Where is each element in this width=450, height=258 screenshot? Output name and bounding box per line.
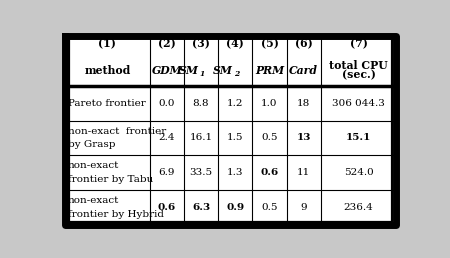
Text: (2): (2) — [158, 38, 176, 49]
Text: total CPU: total CPU — [329, 60, 388, 71]
Text: 0.5: 0.5 — [261, 203, 278, 212]
Text: 16.1: 16.1 — [189, 133, 212, 142]
Text: Card: Card — [289, 66, 318, 76]
Text: 1: 1 — [200, 70, 205, 78]
Text: frontier by Tabu: frontier by Tabu — [68, 175, 153, 184]
Text: non-exact  frontier: non-exact frontier — [68, 126, 166, 135]
Text: 0.6: 0.6 — [261, 168, 279, 177]
Text: 6.3: 6.3 — [192, 203, 210, 212]
Text: (sec.): (sec.) — [342, 69, 375, 80]
Text: (7): (7) — [350, 38, 368, 49]
Text: SM: SM — [213, 66, 233, 76]
Text: 0.6: 0.6 — [158, 203, 176, 212]
Text: 15.1: 15.1 — [346, 133, 371, 142]
Text: 306 044.3: 306 044.3 — [332, 99, 385, 108]
Text: 0.0: 0.0 — [158, 99, 175, 108]
Text: (6): (6) — [295, 38, 313, 49]
Text: 6.9: 6.9 — [158, 168, 175, 177]
Text: 9: 9 — [301, 203, 307, 212]
Text: non-exact: non-exact — [68, 196, 119, 205]
Text: GDM: GDM — [152, 66, 182, 76]
Text: frontier by Hybrid: frontier by Hybrid — [68, 210, 164, 219]
Text: non-exact: non-exact — [68, 161, 119, 170]
Text: 2.4: 2.4 — [158, 133, 175, 142]
Text: 1.3: 1.3 — [227, 168, 243, 177]
Text: Pareto frontier: Pareto frontier — [68, 99, 145, 108]
Text: 1.2: 1.2 — [227, 99, 243, 108]
Text: (5): (5) — [261, 38, 279, 49]
Text: 524.0: 524.0 — [344, 168, 374, 177]
Text: 11: 11 — [297, 168, 310, 177]
Text: 2: 2 — [234, 70, 239, 78]
Text: (1): (1) — [99, 38, 116, 49]
Text: 8.8: 8.8 — [193, 99, 209, 108]
Text: 0.9: 0.9 — [226, 203, 244, 212]
Text: 0.5: 0.5 — [261, 133, 278, 142]
Text: 1.0: 1.0 — [261, 99, 278, 108]
Text: (4): (4) — [226, 38, 244, 49]
Text: 236.4: 236.4 — [344, 203, 374, 212]
Text: 18: 18 — [297, 99, 310, 108]
Text: 33.5: 33.5 — [189, 168, 212, 177]
Text: SM: SM — [179, 66, 199, 76]
Text: by Grasp: by Grasp — [68, 140, 115, 149]
Text: 1.5: 1.5 — [227, 133, 243, 142]
Text: PRM: PRM — [255, 66, 284, 76]
Text: 13: 13 — [297, 133, 311, 142]
Text: method: method — [84, 66, 130, 76]
Text: (3): (3) — [192, 38, 210, 49]
